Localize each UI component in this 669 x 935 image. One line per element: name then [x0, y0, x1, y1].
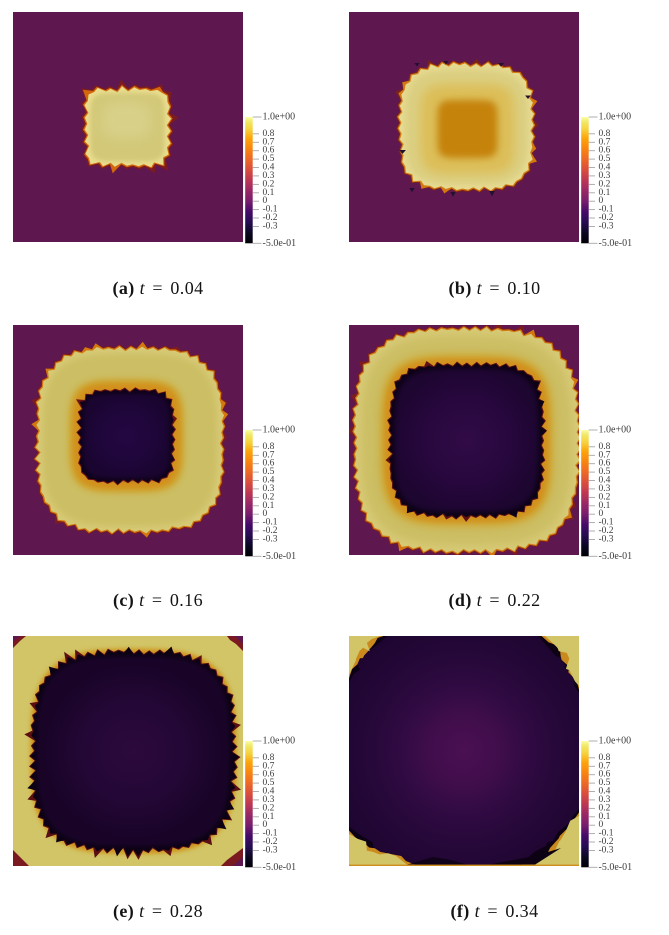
- svg-text:0: 0: [262, 820, 267, 830]
- svg-text:-0.1: -0.1: [598, 204, 613, 214]
- svg-text:0.8: 0.8: [262, 128, 274, 138]
- svg-text:0: 0: [598, 509, 603, 519]
- svg-text:0: 0: [598, 820, 603, 830]
- svg-text:0.4: 0.4: [262, 787, 274, 797]
- svg-text:-0.3: -0.3: [598, 221, 613, 231]
- svg-text:-5.0e-01: -5.0e-01: [262, 862, 296, 873]
- svg-text:0.3: 0.3: [598, 170, 610, 180]
- svg-text:0.4: 0.4: [262, 162, 274, 172]
- svg-text:0.6: 0.6: [262, 145, 274, 155]
- svg-text:0.6: 0.6: [262, 770, 274, 780]
- svg-text:-5.0e-01: -5.0e-01: [262, 550, 296, 561]
- svg-text:-0.1: -0.1: [262, 517, 277, 527]
- svg-text:0.5: 0.5: [598, 778, 610, 788]
- svg-text:0.7: 0.7: [262, 761, 274, 771]
- svg-text:0.3: 0.3: [598, 795, 610, 805]
- svg-text:-0.3: -0.3: [262, 846, 277, 856]
- svg-text:0.2: 0.2: [598, 804, 610, 814]
- svg-text:-0.1: -0.1: [598, 517, 613, 527]
- svg-text:0.5: 0.5: [598, 154, 610, 164]
- svg-text:0.3: 0.3: [262, 795, 274, 805]
- svg-text:-5.0e-01: -5.0e-01: [598, 862, 632, 873]
- svg-text:0.3: 0.3: [262, 484, 274, 494]
- svg-text:0.1: 0.1: [598, 500, 610, 510]
- svg-text:0.6: 0.6: [598, 145, 610, 155]
- svg-text:1.0e+00: 1.0e+00: [262, 425, 295, 436]
- svg-text:0.5: 0.5: [262, 154, 274, 164]
- svg-text:0.2: 0.2: [598, 179, 610, 189]
- svg-text:0: 0: [262, 196, 267, 206]
- svg-text:0.6: 0.6: [598, 770, 610, 780]
- svg-text:0.2: 0.2: [598, 492, 610, 502]
- svg-text:-0.1: -0.1: [598, 829, 613, 839]
- svg-text:-5.0e-01: -5.0e-01: [598, 550, 632, 561]
- svg-text:-5.0e-01: -5.0e-01: [598, 237, 632, 248]
- svg-text:0.2: 0.2: [262, 492, 274, 502]
- svg-text:0.7: 0.7: [262, 450, 274, 460]
- svg-text:0.3: 0.3: [262, 170, 274, 180]
- svg-text:-0.2: -0.2: [262, 213, 277, 223]
- svg-text:0: 0: [598, 196, 603, 206]
- svg-text:-0.2: -0.2: [598, 837, 613, 847]
- svg-text:1.0e+00: 1.0e+00: [262, 112, 295, 123]
- svg-text:0.1: 0.1: [262, 187, 274, 197]
- svg-text:0.7: 0.7: [598, 761, 610, 771]
- svg-text:-0.2: -0.2: [262, 837, 277, 847]
- svg-text:0.8: 0.8: [598, 441, 610, 451]
- svg-text:0.5: 0.5: [262, 467, 274, 477]
- svg-text:0.7: 0.7: [598, 137, 610, 147]
- svg-text:0.2: 0.2: [262, 179, 274, 189]
- svg-text:0.8: 0.8: [262, 441, 274, 451]
- svg-text:0.7: 0.7: [598, 450, 610, 460]
- svg-text:0.7: 0.7: [262, 137, 274, 147]
- svg-text:0.2: 0.2: [262, 804, 274, 814]
- svg-text:-0.1: -0.1: [262, 829, 277, 839]
- svg-text:-0.3: -0.3: [262, 221, 277, 231]
- svg-text:0.8: 0.8: [598, 128, 610, 138]
- svg-text:-5.0e-01: -5.0e-01: [262, 237, 296, 248]
- svg-text:0.1: 0.1: [598, 187, 610, 197]
- svg-text:0.1: 0.1: [598, 812, 610, 822]
- svg-text:0.8: 0.8: [262, 753, 274, 763]
- svg-text:0.1: 0.1: [262, 500, 274, 510]
- svg-text:1.0e+00: 1.0e+00: [598, 425, 631, 436]
- svg-text:-0.3: -0.3: [262, 534, 277, 544]
- svg-text:0.3: 0.3: [598, 484, 610, 494]
- svg-text:-0.3: -0.3: [598, 534, 613, 544]
- svg-text:-0.2: -0.2: [598, 526, 613, 536]
- svg-text:0.5: 0.5: [598, 467, 610, 477]
- svg-text:0.4: 0.4: [598, 162, 610, 172]
- svg-text:-0.3: -0.3: [598, 846, 613, 856]
- svg-text:0.6: 0.6: [598, 458, 610, 468]
- svg-text:0.5: 0.5: [262, 778, 274, 788]
- svg-text:0.4: 0.4: [598, 475, 610, 485]
- svg-text:1.0e+00: 1.0e+00: [598, 736, 631, 747]
- svg-text:1.0e+00: 1.0e+00: [262, 736, 295, 747]
- svg-text:1.0e+00: 1.0e+00: [598, 112, 631, 123]
- svg-text:0.4: 0.4: [262, 475, 274, 485]
- svg-text:-0.1: -0.1: [262, 204, 277, 214]
- svg-text:0.6: 0.6: [262, 458, 274, 468]
- svg-text:-0.2: -0.2: [598, 213, 613, 223]
- svg-text:0.4: 0.4: [598, 787, 610, 797]
- svg-text:-0.2: -0.2: [262, 526, 277, 536]
- svg-text:0: 0: [262, 509, 267, 519]
- svg-text:0.8: 0.8: [598, 753, 610, 763]
- svg-text:0.1: 0.1: [262, 812, 274, 822]
